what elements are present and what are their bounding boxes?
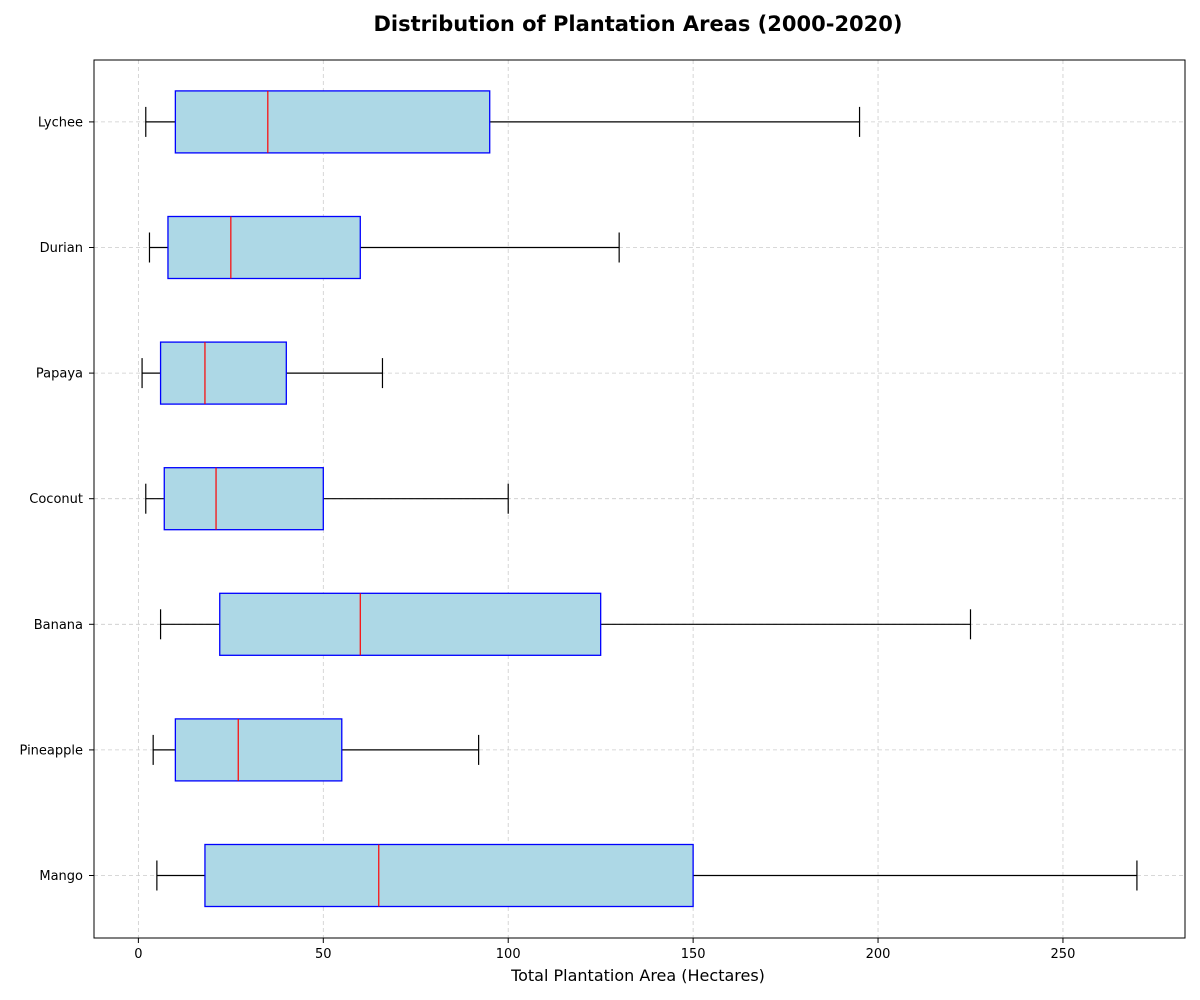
iqr-box (167, 215, 361, 280)
box-pineapple (152, 718, 480, 782)
iqr-box (219, 592, 602, 656)
box-papaya (141, 341, 384, 405)
x-tick-label: 50 (315, 947, 332, 962)
box-durian (148, 215, 620, 280)
axis-ticks: 0 50 100 150 200 250 Mango Pineapple Banana Cocon… (20, 115, 1076, 962)
y-tick-label: Pineapple (20, 743, 83, 758)
box-mango (156, 843, 1138, 908)
x-tick-label: 100 (496, 947, 521, 962)
box-lychee (145, 90, 861, 154)
chart-title: Distribution of Plantation Areas (2000-2… (374, 12, 903, 36)
y-tick-label: Durian (40, 241, 83, 256)
y-tick-label: Banana (34, 618, 83, 633)
iqr-box (174, 718, 343, 782)
grid-lines (94, 60, 1185, 938)
iqr-box (159, 341, 287, 405)
x-axis-label: Total Plantation Area (Hectares) (510, 966, 765, 985)
y-tick-label: Coconut (29, 492, 83, 507)
iqr-box (163, 467, 324, 531)
iqr-box (204, 843, 694, 908)
x-tick-label: 150 (681, 947, 706, 962)
box-coconut (145, 467, 509, 531)
y-tick-label: Papaya (36, 367, 83, 382)
y-tick-label: Lychee (38, 115, 83, 130)
box-series (141, 90, 1138, 908)
x-tick-label: 250 (1051, 947, 1076, 962)
y-tick-label: Mango (39, 869, 83, 884)
x-tick-label: 0 (134, 947, 142, 962)
iqr-box (174, 90, 491, 154)
box-banana (159, 592, 972, 656)
x-tick-label: 200 (866, 947, 891, 962)
